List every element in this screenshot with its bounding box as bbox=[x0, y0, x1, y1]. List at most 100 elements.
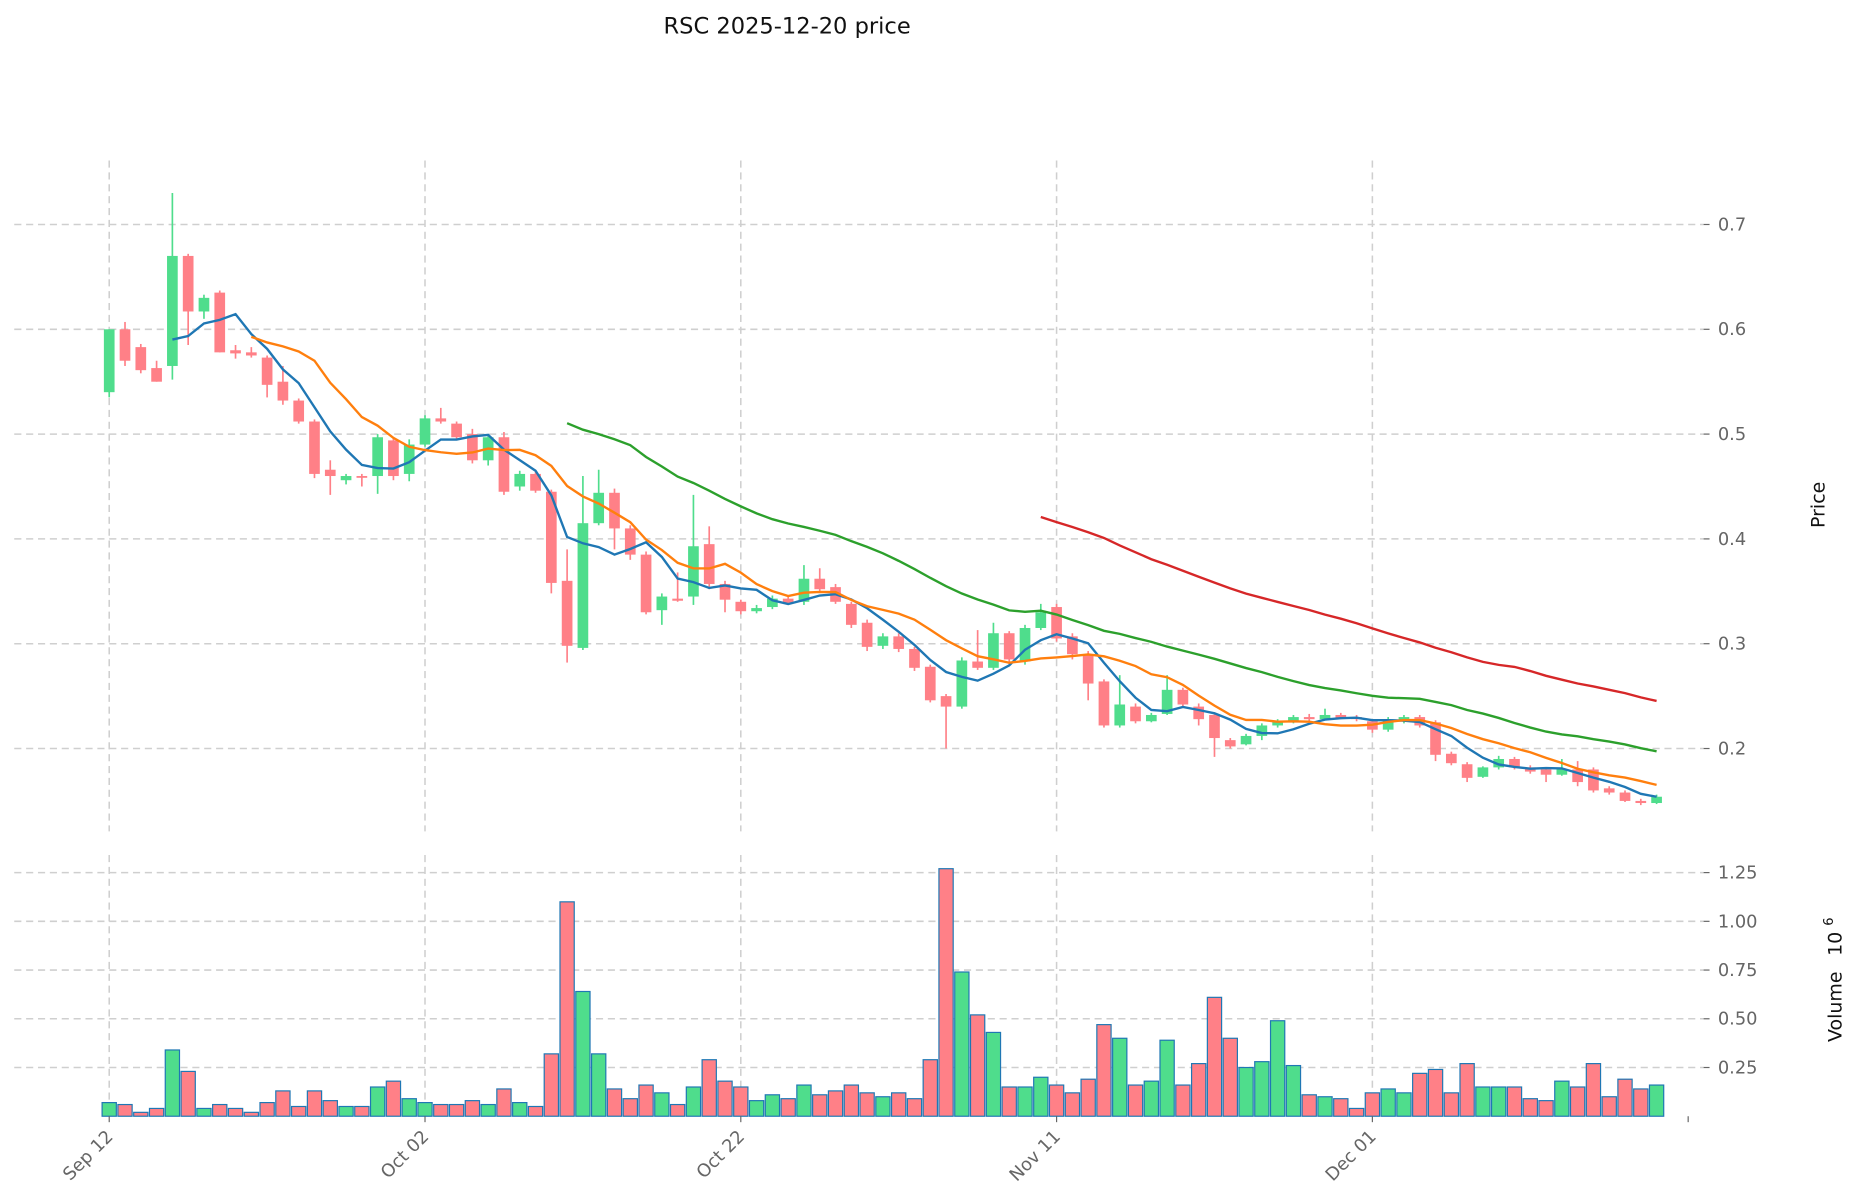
volume-bar bbox=[654, 1092, 670, 1117]
volume-bar bbox=[906, 1098, 923, 1117]
candle-up bbox=[1477, 767, 1489, 777]
volume-tick-label: 1.25 bbox=[1718, 863, 1758, 884]
volume-bar bbox=[748, 1100, 765, 1117]
candle-up bbox=[198, 297, 210, 312]
volume-bar bbox=[701, 1059, 717, 1117]
candle-up bbox=[956, 660, 968, 707]
volume-bar bbox=[1443, 1092, 1460, 1117]
candle-down bbox=[530, 473, 541, 491]
volume-bar bbox=[1254, 1061, 1270, 1117]
volume-bar bbox=[1364, 1092, 1381, 1117]
candle-down bbox=[640, 554, 652, 613]
volume-axis-label: Volume 10 6 bbox=[1822, 917, 1846, 1042]
ma30-line bbox=[566, 422, 1657, 753]
volume-bar bbox=[875, 1096, 891, 1117]
x-tick-label: Oct 02 bbox=[377, 1126, 434, 1183]
volume-bar bbox=[243, 1111, 260, 1117]
volume-bar bbox=[259, 1101, 275, 1117]
volume-bar bbox=[117, 1103, 133, 1117]
volume-bar bbox=[1333, 1098, 1349, 1117]
volume-bar bbox=[922, 1059, 938, 1117]
volume-bar bbox=[1033, 1076, 1049, 1117]
price-tick-label: 0.6 bbox=[1718, 319, 1746, 340]
candle-down bbox=[293, 400, 305, 422]
volume-bar bbox=[733, 1086, 749, 1117]
candle-down bbox=[309, 421, 320, 474]
svg-text:Volume 10 6: Volume 10 6 bbox=[1822, 917, 1846, 1042]
candle-down bbox=[1540, 769, 1552, 775]
volume-bar bbox=[480, 1103, 496, 1117]
candle-down bbox=[1572, 769, 1583, 783]
candle-down bbox=[624, 528, 636, 555]
candle-down bbox=[909, 648, 920, 668]
candle-down bbox=[1335, 714, 1347, 719]
candle-down bbox=[1067, 636, 1078, 655]
volume-bar bbox=[354, 1105, 370, 1117]
candle-down bbox=[1209, 714, 1220, 739]
candle-down bbox=[1193, 706, 1205, 720]
candle-up bbox=[103, 329, 115, 393]
price-candles bbox=[103, 193, 1662, 806]
candle-down bbox=[245, 352, 257, 356]
candle-down bbox=[1445, 753, 1457, 764]
volume-bar bbox=[1380, 1088, 1396, 1117]
candle-up bbox=[403, 444, 415, 474]
volume-bar bbox=[1080, 1078, 1096, 1117]
volume-bar bbox=[559, 901, 575, 1117]
candle-down bbox=[1430, 722, 1441, 755]
price-tick-label: 0.3 bbox=[1718, 634, 1746, 655]
volume-bar bbox=[1412, 1072, 1428, 1117]
volume-bar bbox=[148, 1107, 165, 1117]
candle-down bbox=[1461, 764, 1473, 778]
volume-bar bbox=[464, 1100, 481, 1117]
volume-bar bbox=[227, 1107, 244, 1117]
candle-down bbox=[1003, 633, 1015, 660]
candle-down bbox=[119, 329, 131, 361]
candle-down bbox=[151, 368, 162, 382]
volume-bar bbox=[1554, 1080, 1570, 1117]
candle-down bbox=[1588, 769, 1599, 791]
volume-bar bbox=[1159, 1039, 1175, 1117]
volume-bar bbox=[827, 1090, 844, 1117]
candle-down bbox=[435, 418, 447, 422]
candle-down bbox=[467, 434, 478, 461]
volume-exponent: 6 bbox=[1822, 917, 1837, 925]
volume-bar bbox=[1048, 1084, 1065, 1117]
volume-bar bbox=[1601, 1096, 1617, 1117]
volume-bar bbox=[212, 1103, 228, 1117]
ma60-line bbox=[1040, 515, 1657, 703]
volume-bar bbox=[290, 1105, 307, 1117]
candle-down bbox=[388, 440, 399, 477]
volume-bar bbox=[1538, 1100, 1554, 1117]
candle-up bbox=[1288, 717, 1299, 722]
volume-bar bbox=[843, 1084, 860, 1117]
candle-up bbox=[656, 596, 668, 611]
volume-bar bbox=[890, 1092, 907, 1117]
volume-bar bbox=[954, 971, 970, 1117]
candle-down bbox=[672, 598, 683, 601]
candle-up bbox=[798, 578, 810, 602]
candle-down bbox=[1509, 758, 1520, 768]
volume-bar bbox=[496, 1088, 512, 1117]
candle-down bbox=[1224, 740, 1236, 747]
volume-bar bbox=[1112, 1037, 1128, 1117]
volume-bar bbox=[543, 1053, 560, 1117]
volume-bar bbox=[1206, 996, 1223, 1117]
candle-up bbox=[1114, 704, 1126, 726]
candle-up bbox=[1019, 627, 1031, 662]
candle-down bbox=[230, 350, 241, 354]
volume-bar bbox=[1143, 1080, 1160, 1117]
volume-bar bbox=[180, 1070, 196, 1117]
price-tick-label: 0.7 bbox=[1718, 214, 1746, 235]
volume-bar bbox=[969, 1014, 986, 1117]
candle-up bbox=[988, 633, 999, 668]
x-tick-label: Oct 22 bbox=[692, 1126, 749, 1183]
volume-bar bbox=[1285, 1064, 1302, 1117]
x-tick-label: Sep 12 bbox=[59, 1126, 118, 1185]
candle-down bbox=[719, 583, 731, 600]
candle-down bbox=[1098, 681, 1110, 726]
candle-up bbox=[1319, 714, 1331, 720]
ma10-line bbox=[250, 335, 1657, 787]
volume-bar bbox=[780, 1098, 796, 1117]
volume-bar bbox=[338, 1105, 354, 1117]
